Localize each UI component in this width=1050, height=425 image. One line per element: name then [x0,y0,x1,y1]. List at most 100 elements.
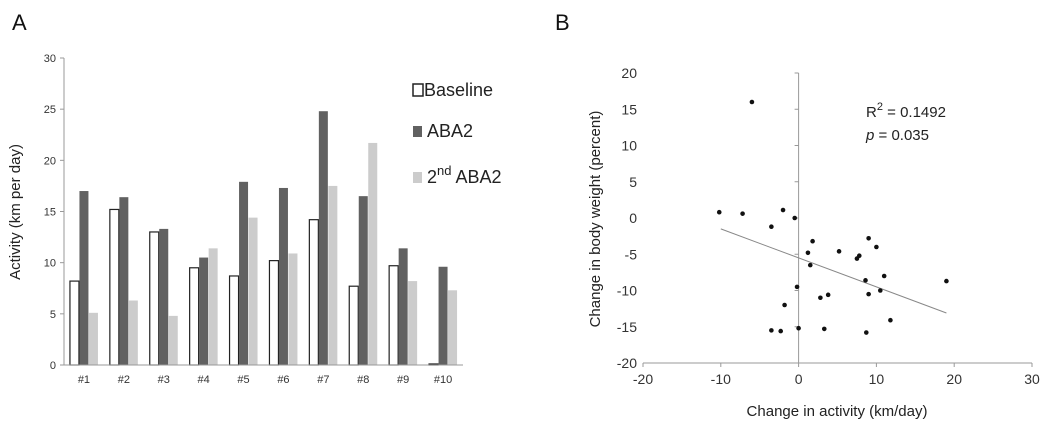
p-value-annotation: p = 0.035 [865,127,929,144]
legend-label-2nd-aba2: 2nd ABA2 [427,163,502,187]
y-tick-label: 10 [44,258,56,270]
scatter-point-19 [877,288,883,293]
bar-2nd-aba2-7 [328,185,338,365]
y-tick-label: -10 [617,283,637,299]
scatter-point-6 [792,215,798,221]
x-tick-label: 10 [869,371,885,387]
scatter-point-15 [881,273,887,279]
y-tick-label: -15 [617,319,637,335]
x-tick-label: #1 [78,374,90,386]
y-tick-label: 5 [50,309,56,321]
scatter-chart-x-axis-label: Change in activity (km/day) [747,403,928,420]
bar-2nd-aba2-1 [88,312,98,365]
scatter-point-21 [782,302,787,308]
bar-baseline-4 [189,267,200,366]
legend-swatch-aba2 [413,126,422,137]
scatter-point-16 [944,278,949,284]
bar-chart-legend: Baseline ABA2 2nd ABA2 [412,80,502,187]
scatter-point-23 [825,292,831,298]
scatter-point-26 [778,328,784,334]
x-tick-label: -20 [633,371,653,387]
scatter-point-18 [866,291,871,297]
bar-aba2-9 [398,248,408,365]
x-tick-label: -10 [711,371,731,387]
scatter-point-4 [769,224,774,229]
x-tick-label: 0 [795,371,803,387]
bar-2nd-aba2-3 [168,315,178,365]
x-tick-label: #4 [198,374,210,386]
scatter-point-3 [749,99,755,105]
legend-swatch-baseline [412,83,424,97]
panel-letter-b: B [555,10,570,35]
x-tick-label: #6 [277,374,289,386]
scatter-point-2 [740,211,745,216]
bar-2nd-aba2-8 [368,142,378,365]
scatter-point-14 [874,244,879,250]
x-tick-label: #2 [118,374,130,386]
panel-letter-a: A [12,10,27,35]
scatter-point-12 [856,253,862,258]
bar-chart-y-ticks: 0 5 10 15 20 25 30 [44,53,64,372]
scatter-point-27 [796,325,801,331]
bar-baseline-8 [348,285,359,366]
bar-aba2-1 [79,191,89,365]
scatter-point-22 [818,295,823,301]
legend-swatch-2nd-aba2 [413,172,422,183]
bar-baseline-5 [228,275,240,366]
legend-label-aba2: ABA2 [427,121,473,141]
scatter-chart-points [716,99,949,335]
bar-baseline-9 [388,265,399,366]
scatter-point-20 [794,284,800,290]
y-tick-label: 25 [44,104,56,116]
y-tick-label: 30 [44,53,56,65]
bar-chart-x-ticks: #1 #2 #3 #4 #5 #6 #7 #8 #9 #10 [78,374,452,386]
scatter-point-8 [810,238,815,244]
x-tick-label: #3 [158,374,170,386]
scatter-point-13 [866,236,871,241]
bar-aba2-4 [199,257,209,365]
bar-2nd-aba2-5 [248,217,258,365]
y-tick-label: 0 [629,210,637,226]
bar-baseline-1 [69,280,80,366]
x-tick-label: #8 [357,374,369,386]
scatter-point-28 [821,326,827,332]
scatter-point-10 [836,249,842,254]
x-tick-label: #5 [237,374,249,386]
bar-baseline-7 [308,219,319,366]
scatter-point-1 [716,209,722,215]
scatter-chart: Change in body weight (percent) Change i… [587,65,1040,420]
y-tick-label: 20 [621,65,637,81]
bar-2nd-aba2-9 [408,281,418,365]
bar-chart: Activity (km per day) 0 5 10 15 20 25 30 #1 #2 #… [7,53,502,386]
bar-baseline-3 [149,231,160,366]
bar-2nd-aba2-10 [448,290,458,365]
bar-aba2-7 [318,111,328,365]
y-tick-label: -20 [617,355,637,371]
x-tick-label: #9 [397,374,409,386]
y-tick-label: 5 [629,174,637,190]
bar-2nd-aba2-4 [208,248,218,365]
bar-chart-bars [69,111,458,366]
y-tick-label: 10 [621,138,637,154]
bar-baseline-2 [109,208,120,366]
bar-baseline-6 [268,260,280,366]
bar-2nd-aba2-2 [128,300,138,365]
y-tick-label: 15 [44,207,56,219]
y-tick-label: 20 [44,155,56,167]
y-tick-label: 0 [50,360,56,372]
x-tick-label: 20 [946,371,962,387]
bar-aba2-10 [438,266,448,365]
x-tick-label: #10 [434,374,452,386]
bar-aba2-8 [358,196,368,365]
scatter-point-24 [888,317,893,323]
scatter-point-5 [780,207,786,213]
scatter-point-9 [807,262,813,268]
y-tick-label: -5 [625,246,638,262]
scatter-chart-y-ticks: -20 -15 -10 -5 0 5 10 15 20 [617,65,799,371]
scatter-chart-trendline [720,228,947,314]
y-tick-label: 15 [621,101,637,117]
bar-2nd-aba2-6 [288,253,298,365]
x-tick-label: 30 [1024,371,1040,387]
bar-chart-y-axis-label: Activity (km per day) [7,144,24,280]
